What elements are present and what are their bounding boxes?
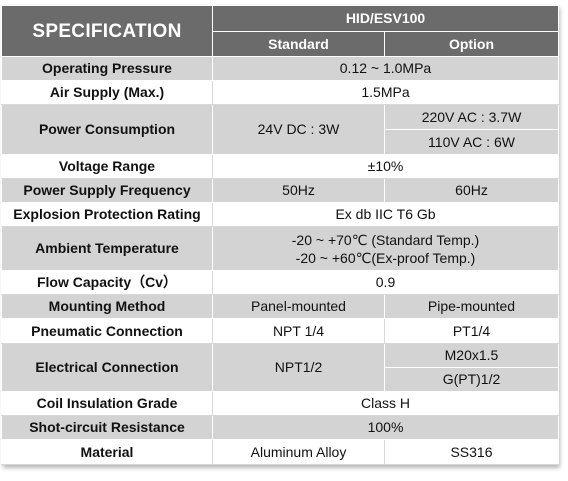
row-standard-value: NPT1/2 [212, 343, 385, 392]
row-air-supply: Air Supply (Max.) 1.5MPa [1, 80, 559, 105]
row-value: Ex db IIC T6 Gb [212, 202, 559, 227]
row-value: -20 ~ +70℃ (Standard Temp.) -20 ~ +60℃(E… [212, 226, 559, 271]
row-standard-value: Panel-mounted [212, 294, 385, 319]
spec-title: SPECIFICATION [1, 5, 213, 57]
row-operating-pressure: Operating Pressure 0.12 ~ 1.0MPa [1, 56, 559, 81]
row-value: Class H [212, 391, 559, 416]
row-option-value-2: 110V AC : 6W [384, 129, 559, 155]
row-label: Power Consumption [1, 104, 213, 155]
row-mounting-method: Mounting Method Panel-mounted Pipe-mount… [1, 294, 559, 319]
row-label: Flow Capacity（Cv） [1, 270, 213, 295]
row-explosion-protection: Explosion Protection Rating Ex db IIC T6… [1, 202, 559, 227]
spec-table: SPECIFICATION HID/ESV100 Standard Option… [1, 5, 559, 465]
model-name: HID/ESV100 [212, 5, 559, 32]
row-value: 1.5MPa [212, 80, 559, 105]
row-option-value: SS316 [384, 439, 559, 465]
row-standard-value: Aluminum Alloy [212, 439, 385, 465]
row-value: ±10% [212, 154, 559, 179]
row-ambient-temperature: Ambient Temperature -20 ~ +70℃ (Standard… [1, 226, 559, 271]
row-label: Material [1, 439, 213, 465]
row-label: Air Supply (Max.) [1, 80, 213, 105]
temperature-ex-proof: -20 ~ +60℃(Ex-proof Temp.) [295, 249, 476, 266]
row-option-value: PT1/4 [384, 318, 559, 344]
row-label: Electrical Connection [1, 343, 213, 392]
row-label: Mounting Method [1, 294, 213, 319]
column-header-standard: Standard [212, 31, 385, 57]
row-label: Shot-circuit Resistance [1, 415, 213, 440]
row-value: 100% [212, 415, 559, 440]
row-label: Ambient Temperature [1, 226, 213, 271]
row-label: Operating Pressure [1, 56, 213, 81]
row-option-value-2: G(PT)1/2 [384, 367, 559, 392]
row-pneumatic-connection: Pneumatic Connection NPT 1/4 PT1/4 [1, 318, 559, 344]
row-value: 0.12 ~ 1.0MPa [212, 56, 559, 81]
row-standard-value: NPT 1/4 [212, 318, 385, 344]
row-label: Pneumatic Connection [1, 318, 213, 344]
row-label: Voltage Range [1, 154, 213, 179]
row-label: Power Supply Frequency [1, 178, 213, 203]
row-label: Coil Insulation Grade [1, 391, 213, 416]
row-flow-capacity: Flow Capacity（Cv） 0.9 [1, 270, 559, 295]
row-standard-value: 50Hz [212, 178, 385, 203]
row-standard-value: 24V DC : 3W [212, 104, 385, 155]
row-coil-insulation: Coil Insulation Grade Class H [1, 391, 559, 416]
column-header-option: Option [384, 31, 559, 57]
row-option-value: 60Hz [384, 178, 559, 203]
row-voltage-range: Voltage Range ±10% [1, 154, 559, 179]
row-label: Explosion Protection Rating [1, 202, 213, 227]
row-short-circuit: Shot-circuit Resistance 100% [1, 415, 559, 440]
specification-sheet: SPECIFICATION HID/ESV100 Standard Option… [1, 5, 559, 465]
row-option-value: Pipe-mounted [384, 294, 559, 319]
row-power-consumption: Power Consumption 24V DC : 3W 220V AC : … [1, 104, 559, 155]
row-value: 0.9 [212, 270, 559, 295]
row-material: Material Aluminum Alloy SS316 [1, 439, 559, 465]
row-option-value-1: 220V AC : 3.7W [384, 104, 559, 130]
row-electrical-connection: Electrical Connection NPT1/2 M20x1.5 [1, 343, 559, 392]
row-power-supply-frequency: Power Supply Frequency 50Hz 60Hz [1, 178, 559, 203]
row-option-value-1: M20x1.5 [384, 343, 559, 368]
temperature-standard: -20 ~ +70℃ (Standard Temp.) [291, 231, 480, 248]
